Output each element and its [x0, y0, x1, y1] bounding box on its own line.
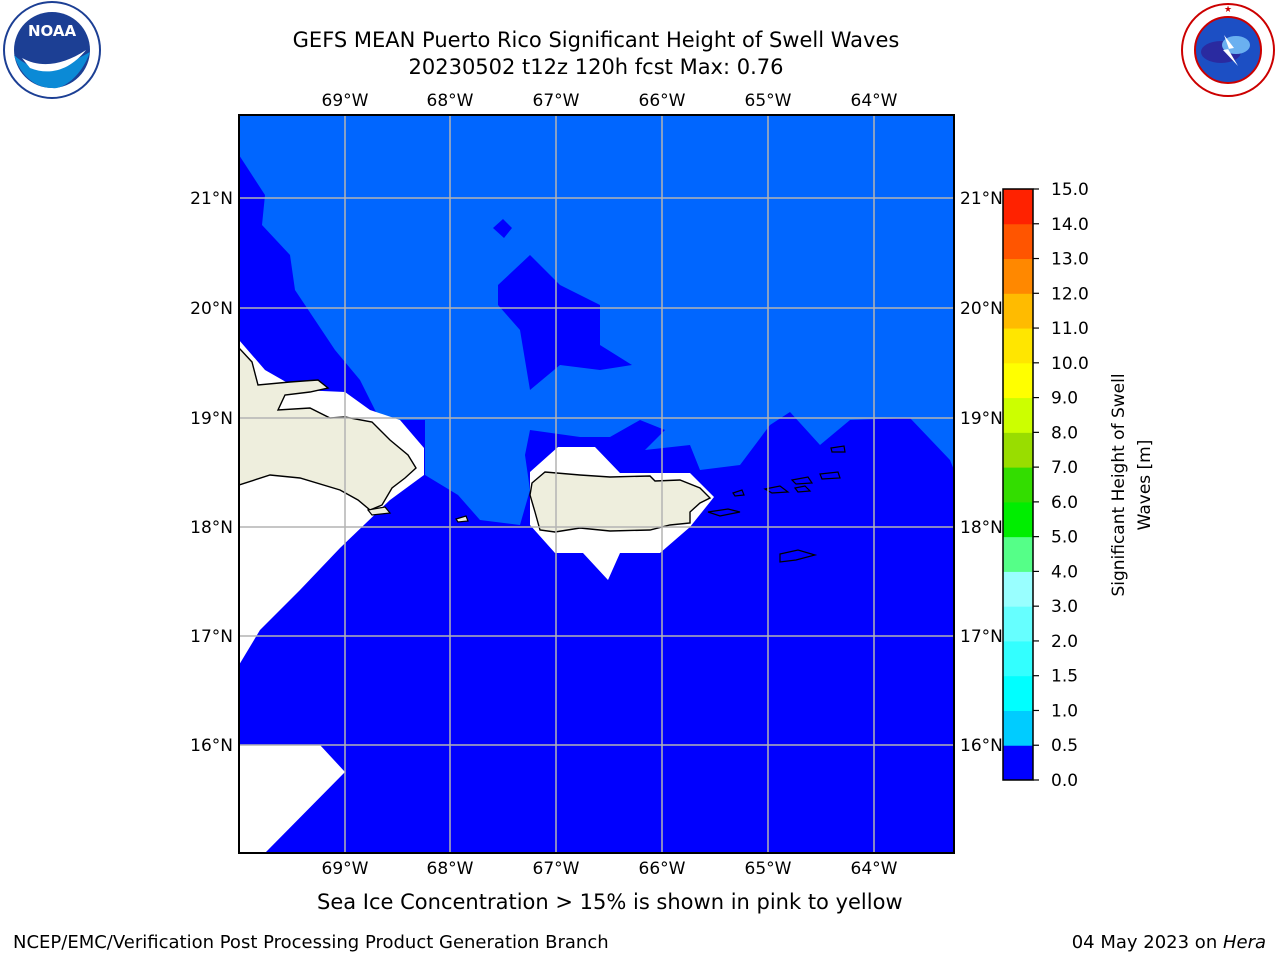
lon-label-top: 68°W — [427, 91, 474, 111]
colorbar-band — [1003, 258, 1033, 294]
colorbar-band — [1003, 501, 1033, 538]
land-vi-1 — [732, 489, 745, 497]
colorbar-tick-label: 0.0 — [1051, 771, 1078, 791]
lat-label-left: 20°N — [190, 299, 233, 319]
colorbar-band — [1003, 223, 1033, 260]
lon-label-bottom: 68°W — [427, 859, 474, 879]
colorbar-tick-label: 8.0 — [1051, 423, 1078, 443]
lon-label-top: 66°W — [639, 91, 686, 111]
ocean-low-spot — [493, 219, 512, 238]
colorbar-band — [1003, 328, 1033, 364]
lat-label-right: 21°N — [960, 189, 1003, 209]
grid-lines — [239, 115, 954, 853]
land-vi-4 — [793, 485, 812, 493]
land-small-island — [455, 515, 469, 523]
colorbar-tick-label: 4.0 — [1051, 562, 1078, 582]
ocean-low-region-north — [498, 255, 632, 390]
colorbar-tick-label: 11.0 — [1051, 319, 1089, 339]
colorbar-band — [1003, 293, 1033, 329]
land-vi-6 — [830, 445, 846, 453]
colorbar-tick-label: 5.0 — [1051, 528, 1078, 548]
lat-label-right: 19°N — [960, 409, 1003, 429]
colorbar-band — [1003, 606, 1033, 642]
colorbar-band — [1003, 640, 1033, 677]
colorbar-tick-label: 12.0 — [1051, 284, 1089, 304]
colorbar-tick-label: 14.0 — [1051, 215, 1089, 235]
chart-subtitle: 20230502 t12z 120h fcst Max: 0.76 — [408, 55, 784, 79]
colorbar-label-line2: Waves [m] — [1135, 440, 1155, 531]
land-puerto-rico — [529, 471, 712, 533]
land-vi-5 — [819, 471, 841, 480]
colorbar-band — [1003, 362, 1033, 399]
chart-title: GEFS MEAN Puerto Rico Significant Height… — [292, 28, 900, 52]
lat-label-right: 16°N — [960, 736, 1003, 756]
lon-label-top: 65°W — [745, 91, 792, 111]
noaa-logo-icon: NOAA — [3, 1, 101, 99]
footer-date: 04 May 2023 on Hera — [1072, 932, 1266, 953]
lon-label-bottom: 66°W — [639, 859, 686, 879]
lat-label-left: 21°N — [190, 189, 233, 209]
lat-label-right: 18°N — [960, 518, 1003, 538]
colorbar-band — [1003, 571, 1033, 607]
colorbar-tick-label: 1.0 — [1051, 701, 1078, 721]
lon-label-bottom: 67°W — [533, 859, 580, 879]
colorbar-tick-label: 0.5 — [1051, 736, 1078, 756]
lat-label-left: 19°N — [190, 409, 233, 429]
land-vieques — [707, 508, 741, 517]
noaa-logo-text: NOAA — [28, 22, 77, 40]
colorbar-band — [1003, 397, 1033, 433]
map-frame — [238, 114, 955, 854]
lat-label-right: 17°N — [960, 627, 1003, 647]
colorbar-band — [1003, 189, 1033, 225]
colorbar-band — [1003, 467, 1033, 503]
colorbar-tick-label: 7.0 — [1051, 458, 1078, 478]
colorbar-band — [1003, 710, 1033, 746]
land-st-croix — [779, 549, 818, 563]
nws-logo-icon: ★ — [1181, 3, 1275, 97]
colorbar-band — [1003, 536, 1033, 572]
svg-text:★: ★ — [1224, 5, 1232, 15]
colorbar: 0.0 0.5 1.0 1.5 2.0 3.0 4.0 5.0 6.0 7.0 8.0 9.0 10.0… — [1002, 180, 1089, 791]
colorbar-tick-label: 3.0 — [1051, 597, 1078, 617]
colorbar-tick-label: 9.0 — [1051, 389, 1078, 409]
lon-label-bottom: 65°W — [745, 859, 792, 879]
lat-label-right: 20°N — [960, 299, 1003, 319]
lon-label-top: 67°W — [533, 91, 580, 111]
lat-label-left: 17°N — [190, 627, 233, 647]
lon-label-top: 64°W — [851, 91, 898, 111]
colorbar-tick-label: 1.5 — [1051, 667, 1078, 687]
sea-ice-note: Sea Ice Concentration > 15% is shown in … — [317, 890, 903, 914]
lon-label-bottom: 69°W — [322, 859, 369, 879]
footer-machine: Hera — [1222, 932, 1266, 953]
no-data-south — [239, 745, 345, 853]
colorbar-band — [1003, 745, 1033, 781]
colorbar-tick-label: 2.0 — [1051, 632, 1078, 652]
land-vi-2 — [763, 485, 790, 494]
colorbar-frame — [1002, 188, 1034, 781]
colorbar-tick-label: 10.0 — [1051, 354, 1089, 374]
land-hispaniola — [239, 346, 417, 511]
colorbar-tick-label: 13.0 — [1051, 250, 1089, 270]
lon-label-bottom: 64°W — [851, 859, 898, 879]
lat-label-left: 18°N — [190, 518, 233, 538]
lat-label-left: 16°N — [190, 736, 233, 756]
footer-branch: NCEP/EMC/Verification Post Processing Pr… — [13, 932, 609, 953]
colorbar-tick-label: 15.0 — [1051, 180, 1089, 200]
colorbar-band — [1003, 675, 1033, 711]
colorbar-label: Significant Height of Swell — [1109, 373, 1129, 596]
colorbar-tick-label: 6.0 — [1051, 493, 1078, 513]
lon-label-top: 69°W — [322, 91, 369, 111]
colorbar-band — [1003, 432, 1033, 468]
footer-date-text: 04 May 2023 on — [1071, 932, 1223, 953]
land-vi-3 — [790, 476, 814, 485]
land-small-island — [366, 506, 392, 516]
